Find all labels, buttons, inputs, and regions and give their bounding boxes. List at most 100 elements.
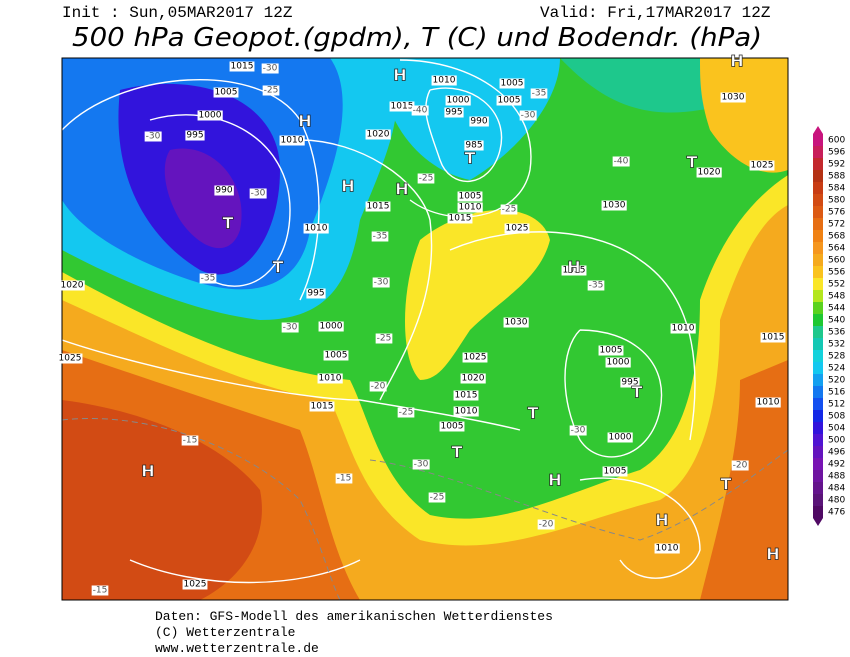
- pressure-label: 1015: [231, 62, 254, 72]
- pressure-label-group: 1000: [318, 321, 344, 332]
- pressure-label-group: 1010: [654, 543, 680, 554]
- legend-swatch: [813, 434, 823, 446]
- temperature-label-group: -15: [91, 585, 109, 596]
- legend-swatch: [813, 146, 823, 158]
- temperature-label-group: -40: [612, 156, 630, 167]
- legend-label: 584: [828, 184, 845, 194]
- temperature-label: -35: [589, 281, 604, 291]
- pressure-label-group: 1000: [607, 432, 633, 443]
- pressure-label-group: 995: [185, 130, 205, 141]
- temperature-label-group: -30: [569, 425, 587, 436]
- pressure-label-box: [598, 345, 624, 356]
- temperature-label-group: -30: [372, 277, 390, 288]
- temperature-label: -30: [283, 323, 298, 333]
- field: [700, 360, 788, 600]
- temperature-label-group: -35: [371, 231, 389, 242]
- footer-text: www.wetterzentrale.de: [155, 641, 319, 656]
- legend-swatch: [813, 206, 823, 218]
- pressure-label-group: 1015: [389, 101, 415, 112]
- pressure-label: 1020: [698, 168, 721, 178]
- pressure-label-group: 995: [444, 107, 464, 118]
- pressure-label-group: 1020: [460, 373, 486, 384]
- temperature-label: -30: [251, 189, 266, 199]
- legend-label: 488: [828, 472, 845, 482]
- legend-label: 476: [828, 508, 845, 518]
- pressure-label-group: 1015: [760, 332, 786, 343]
- pressure-label: 1010: [455, 407, 478, 417]
- pressure-label: 1010: [305, 224, 328, 234]
- legend-label: 556: [828, 268, 845, 278]
- pressure-center: T: [223, 214, 234, 233]
- pressure-label-box: [607, 432, 633, 443]
- temperature-label-box: [369, 381, 387, 392]
- legend-swatch: [813, 506, 823, 518]
- pressure-label-group: 985: [464, 140, 484, 151]
- temperature-label-group: -25: [397, 407, 415, 418]
- legend-swatch: [813, 242, 823, 254]
- pressure-label: 1005: [215, 88, 238, 98]
- temperature-label-group: -30: [261, 63, 279, 74]
- temperature-label-box: [612, 156, 630, 167]
- temperature-label-box: [428, 492, 446, 503]
- legend-swatch: [813, 278, 823, 290]
- legend-label: 532: [828, 340, 845, 350]
- temperature-label-box: [587, 280, 605, 291]
- pressure-center: H: [341, 177, 354, 196]
- temperature-label: -25: [502, 205, 517, 215]
- legend-label: 592: [828, 160, 845, 170]
- pressure-center: H: [766, 545, 779, 564]
- pressure-label: 1035: [563, 266, 586, 276]
- pressure-label-box: [445, 95, 471, 106]
- legend-cap: [813, 126, 823, 134]
- temperature-label-box: [199, 273, 217, 284]
- pressure-label-group: 1015: [453, 390, 479, 401]
- temperature-label: -30: [263, 64, 278, 74]
- pressure-label: 1005: [325, 351, 348, 361]
- pressure-label-group: 1005: [496, 95, 522, 106]
- temperature-label-box: [412, 459, 430, 470]
- pressure-label-box: [365, 201, 391, 212]
- pressure-label-group: 1010: [279, 135, 305, 146]
- pressure-label-group: 1030: [720, 92, 746, 103]
- pressure-label-box: [447, 213, 473, 224]
- pressure-center: H: [730, 52, 743, 71]
- pressure-center: H: [298, 112, 311, 131]
- pressure-label-box: [453, 390, 479, 401]
- pressure-center: H: [567, 258, 580, 277]
- pressure-label-group: 1025: [57, 353, 83, 364]
- legend-swatch: [813, 362, 823, 374]
- pressure-label-group: 1005: [602, 466, 628, 477]
- legend-label: 520: [828, 376, 845, 386]
- legend-label: 548: [828, 292, 845, 302]
- legend-swatch: [813, 410, 823, 422]
- pressure-label-box: [462, 352, 488, 363]
- temperature-label: -30: [146, 132, 161, 142]
- pressure-center: T: [465, 149, 476, 168]
- pressure-label-group: 990: [214, 185, 234, 196]
- pressure-label-group: 1030: [601, 200, 627, 211]
- legend-swatch: [813, 326, 823, 338]
- pressure-label: 995: [445, 108, 462, 118]
- pressure-label-box: [303, 223, 329, 234]
- pressure-label: 1015: [391, 102, 414, 112]
- pressure-label-box: [57, 353, 83, 364]
- field: [700, 58, 788, 173]
- pressure-label-box: [323, 350, 349, 361]
- legend-swatch: [813, 386, 823, 398]
- pressure-label: 1000: [447, 96, 470, 106]
- legend-label: 568: [828, 232, 845, 242]
- temperature-label-group: -25: [428, 492, 446, 503]
- pressure-label-box: [213, 87, 239, 98]
- pressure-label-box: [469, 116, 489, 127]
- pressure-label: 995: [186, 131, 203, 141]
- temperature-label: -35: [532, 89, 547, 99]
- pressure-label-box: [602, 466, 628, 477]
- pressure-label-group: 995: [620, 377, 640, 388]
- temperature-label-box: [731, 460, 749, 471]
- temperature-label: -25: [377, 334, 392, 344]
- legend-swatch: [813, 290, 823, 302]
- pressure-label: 1005: [501, 79, 524, 89]
- temperature-label-box: [397, 407, 415, 418]
- pressure-label-group: 1005: [323, 350, 349, 361]
- pressure-label: 995: [621, 378, 638, 388]
